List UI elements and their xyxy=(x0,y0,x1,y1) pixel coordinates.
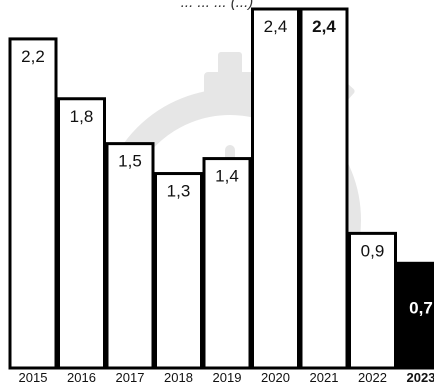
tick-label-2021: 2021 xyxy=(310,370,339,383)
bar-2020 xyxy=(253,9,299,368)
value-label-2020: 2,4 xyxy=(264,17,288,36)
tick-label-2022: 2022 xyxy=(358,370,387,383)
tick-label-2017: 2017 xyxy=(116,370,145,383)
value-label-2016: 1,8 xyxy=(70,107,94,126)
x-axis-tick-labels: 2015 2016 2017 2018 2019 2020 2021 2022 2023 xyxy=(19,370,434,383)
tick-label-2023: 2023 xyxy=(407,370,434,383)
value-label-2019: 1,4 xyxy=(215,167,239,186)
bar-2021 xyxy=(301,9,347,368)
value-label-2021: 2,4 xyxy=(312,17,336,36)
value-label-2023: 0,7 xyxy=(409,298,433,317)
tick-label-2019: 2019 xyxy=(213,370,242,383)
value-label-2017: 1,5 xyxy=(118,152,142,171)
tick-label-2016: 2016 xyxy=(67,370,96,383)
bar-2015 xyxy=(10,39,56,368)
tick-label-2018: 2018 xyxy=(164,370,193,383)
value-label-2022: 0,9 xyxy=(361,241,385,260)
tick-label-2015: 2015 xyxy=(19,370,48,383)
value-label-2015: 2,2 xyxy=(21,47,45,66)
bar-2017 xyxy=(107,144,153,368)
value-label-2018: 1,3 xyxy=(167,182,191,201)
bar-2018 xyxy=(156,174,202,368)
bar-2019 xyxy=(204,159,250,368)
tick-label-2020: 2020 xyxy=(261,370,290,383)
bar-2016 xyxy=(59,99,105,368)
